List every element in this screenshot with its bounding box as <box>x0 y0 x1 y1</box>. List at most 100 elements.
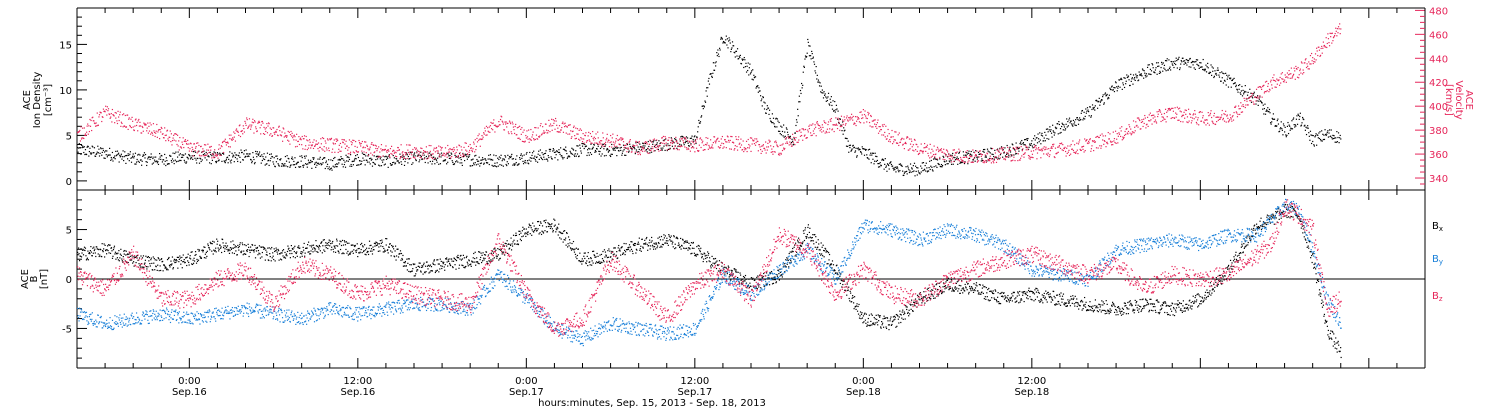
density-point <box>1247 91 1249 93</box>
density-point <box>1239 92 1241 94</box>
density-point <box>965 155 967 157</box>
velocity-point <box>866 121 868 123</box>
velocity-point <box>399 156 402 159</box>
density-point <box>223 153 225 155</box>
density-point <box>989 157 991 160</box>
velocity-point <box>572 130 574 132</box>
velocity-point <box>1093 140 1095 142</box>
velocity-point <box>619 138 621 140</box>
velocity-point <box>1088 140 1090 142</box>
velocity-point <box>928 148 930 150</box>
density-point <box>472 158 474 160</box>
velocity-point <box>248 125 250 127</box>
velocity-point <box>228 146 230 148</box>
density-point <box>326 163 329 165</box>
density-point <box>1319 138 1322 141</box>
velocity-point <box>102 116 104 118</box>
velocity-point <box>1190 122 1192 124</box>
density-point <box>1272 118 1274 120</box>
velocity-point <box>1272 76 1274 79</box>
velocity-point <box>299 137 302 139</box>
density-point <box>870 152 872 154</box>
density-point <box>725 39 727 41</box>
velocity-point <box>120 121 123 123</box>
density-point <box>377 155 379 157</box>
density-point <box>261 159 263 162</box>
bx-point <box>191 263 193 265</box>
velocity-point <box>601 144 603 147</box>
velocity-point <box>1310 63 1312 65</box>
density-point <box>553 149 555 151</box>
velocity-point <box>306 139 308 141</box>
velocity-point <box>451 155 453 158</box>
density-point <box>97 145 99 147</box>
bx-point <box>241 250 243 252</box>
density-point <box>961 161 963 164</box>
velocity-point <box>857 116 859 119</box>
density-point <box>1093 108 1095 110</box>
velocity-point <box>120 125 122 127</box>
density-point <box>797 115 799 117</box>
density-point <box>1199 62 1201 64</box>
velocity-point <box>98 116 100 118</box>
density-point <box>543 156 545 158</box>
density-point <box>1135 75 1137 77</box>
density-point <box>706 87 708 89</box>
density-point <box>1145 73 1148 75</box>
velocity-point <box>96 125 98 127</box>
velocity-point <box>221 141 224 144</box>
velocity-point <box>1012 159 1014 161</box>
velocity-point <box>634 145 636 147</box>
bx-point <box>178 261 180 263</box>
velocity-point <box>1233 111 1235 114</box>
bx-point <box>189 257 191 259</box>
velocity-point <box>898 132 900 134</box>
density-point <box>626 143 629 146</box>
velocity-point <box>1011 154 1013 156</box>
velocity-point <box>185 143 188 145</box>
density-point <box>424 161 426 164</box>
velocity-point <box>529 138 531 140</box>
velocity-point <box>1123 134 1126 137</box>
density-point <box>102 147 104 150</box>
density-point <box>495 155 497 157</box>
density-point <box>125 162 127 165</box>
density-point <box>1140 73 1142 75</box>
velocity-point <box>116 122 119 125</box>
density-point <box>1010 154 1012 156</box>
density-point <box>800 82 803 85</box>
density-point <box>899 163 902 165</box>
density-point <box>1216 74 1218 76</box>
density-point <box>1136 77 1138 79</box>
velocity-point <box>936 158 938 160</box>
density-point <box>621 152 624 154</box>
density-point <box>926 167 928 169</box>
velocity-point <box>200 145 202 147</box>
velocity-point <box>449 147 451 150</box>
velocity-point <box>305 135 307 138</box>
density-point <box>535 160 537 162</box>
density-point <box>240 149 242 151</box>
velocity-point <box>1290 73 1292 75</box>
density-point <box>405 158 407 160</box>
density-point <box>1157 62 1159 64</box>
velocity-point <box>1198 124 1200 126</box>
density-point <box>488 163 490 166</box>
density-point <box>811 52 813 55</box>
density-point <box>111 151 114 154</box>
bx-point <box>149 265 151 267</box>
velocity-point <box>242 125 244 127</box>
velocity-point <box>95 122 97 124</box>
velocity-point <box>885 125 887 127</box>
velocity-point <box>487 127 489 129</box>
velocity-point <box>340 146 343 148</box>
velocity-point <box>1284 74 1286 76</box>
density-point <box>685 136 688 138</box>
density-point <box>537 153 539 155</box>
bx-point <box>229 249 231 252</box>
velocity-point <box>504 121 506 123</box>
bx-point <box>119 257 121 259</box>
density-point <box>1084 115 1086 118</box>
velocity-point <box>989 155 991 157</box>
density-point <box>1318 137 1321 140</box>
